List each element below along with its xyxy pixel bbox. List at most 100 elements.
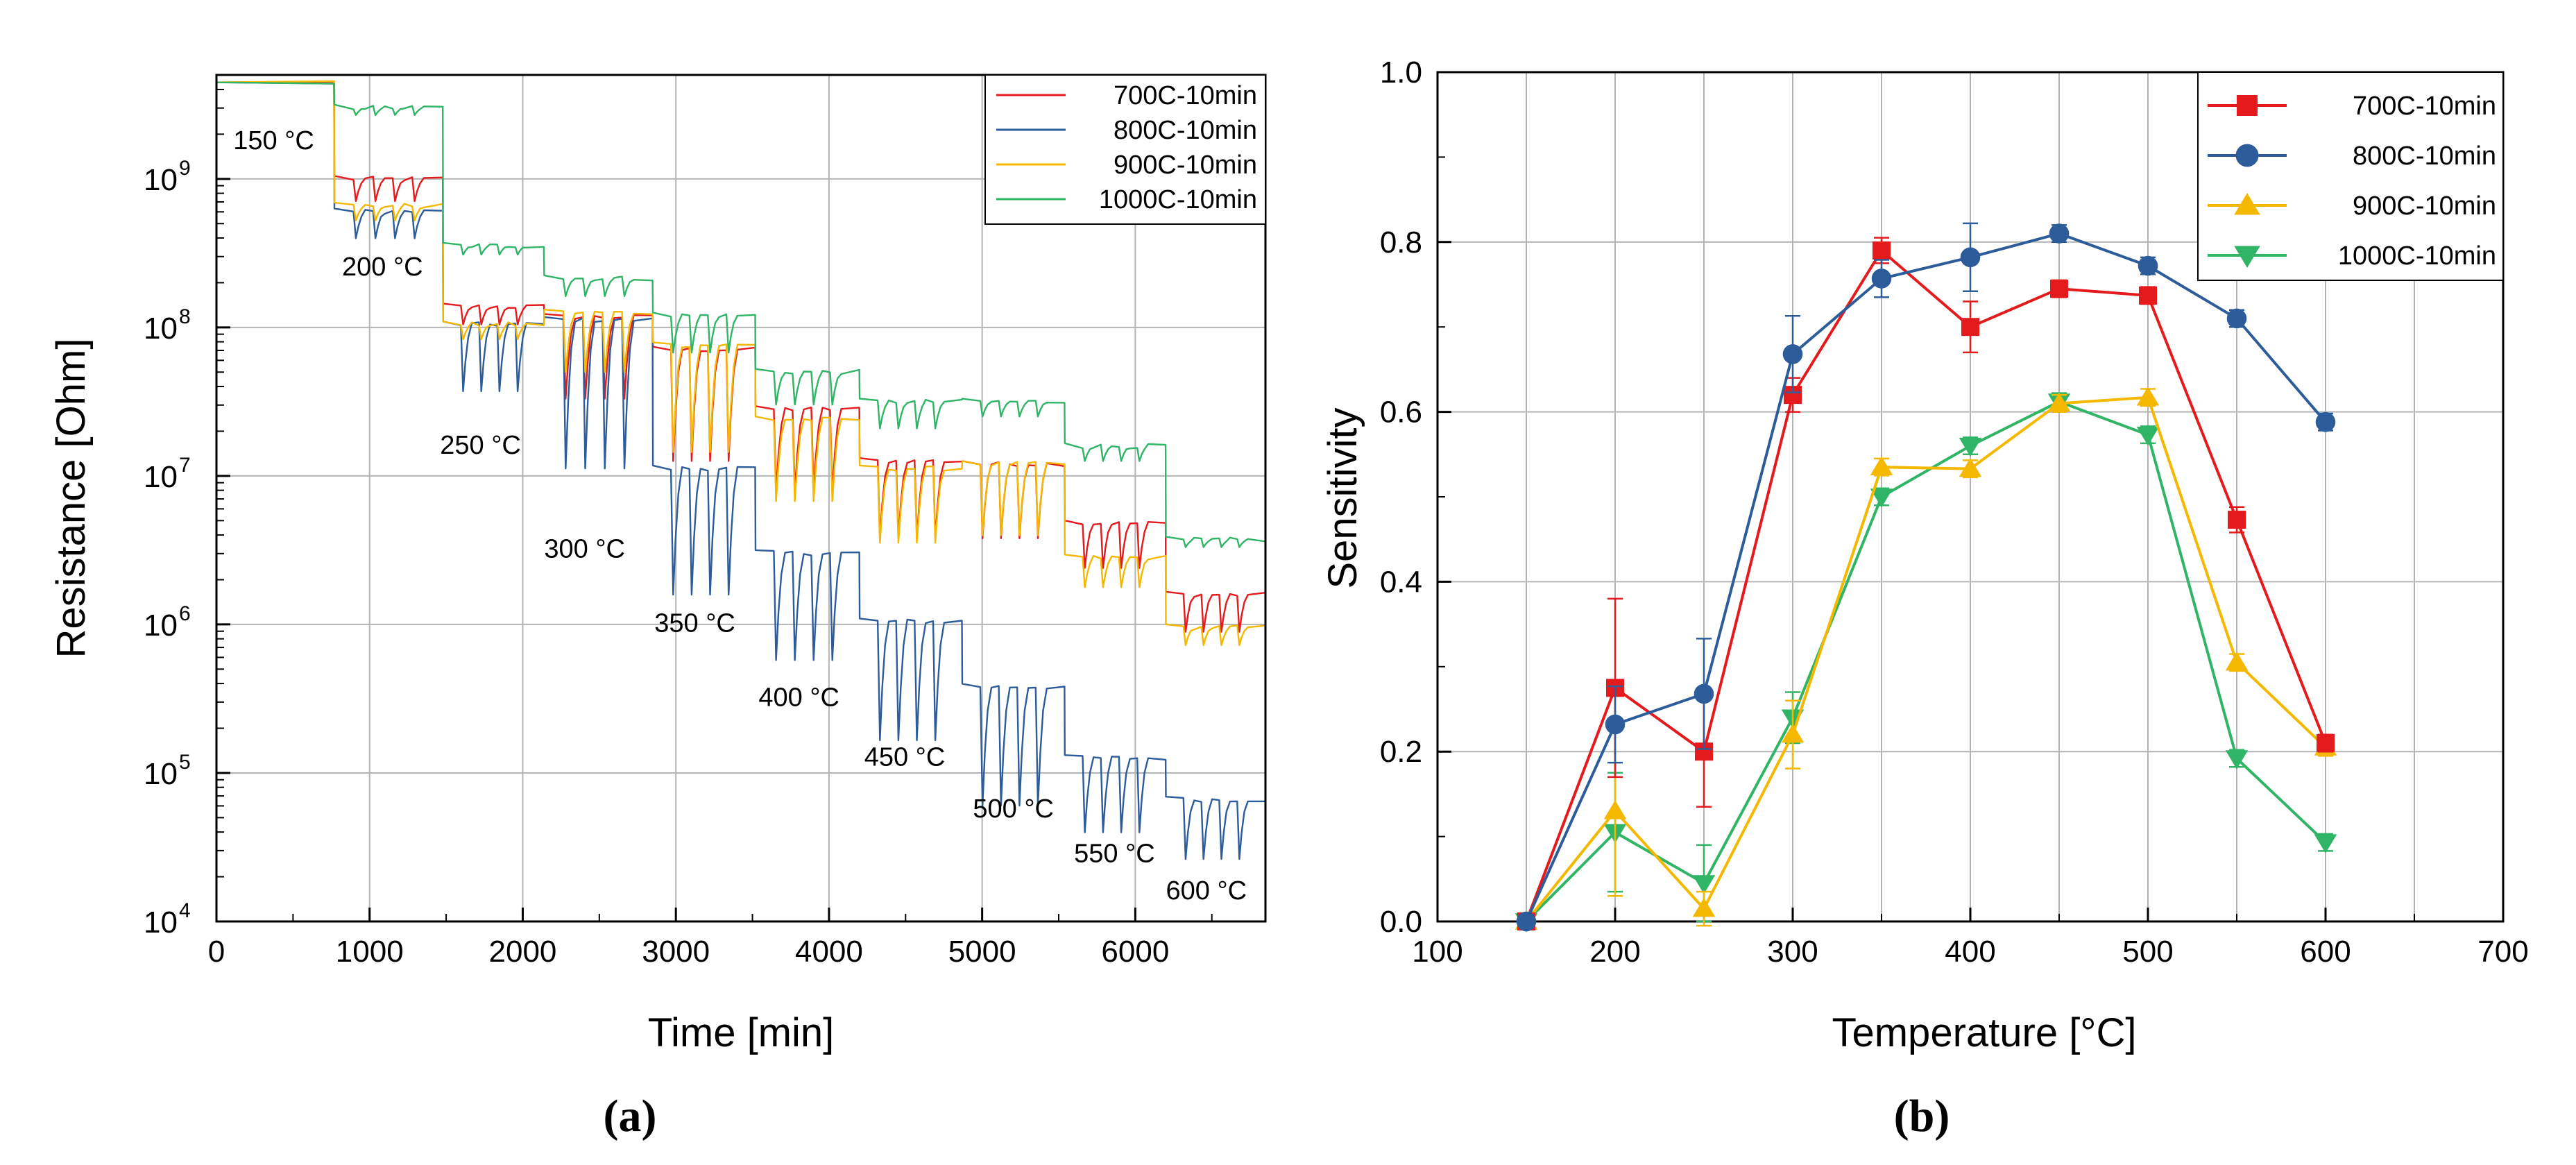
chart-b-data-point [1959, 458, 1982, 477]
chart-b-legend-label: 900C-10min [2353, 192, 2496, 221]
chart-b-legend-marker [2237, 95, 2258, 116]
chart-b-data-point [2138, 255, 2158, 276]
chart-b-series-900C-10min [1515, 386, 2337, 930]
chart-b-data-point [2225, 652, 2249, 671]
chart-a-annotation: 600 °C [1166, 876, 1247, 905]
chart-b-data-point [2049, 223, 2070, 244]
chart-b-data-point [1692, 875, 1716, 894]
chart-a-series-800C-10min [216, 81, 1265, 860]
chart-b-series-1000C-10min [1515, 392, 2337, 933]
chart-a-annotation: 450 °C [864, 742, 946, 772]
chart-a-legend-label: 800C-10min [1114, 116, 1257, 145]
chart-a-panel-label: (a) [604, 1091, 657, 1141]
chart-b-data-point [2047, 392, 2071, 412]
chart-b-x-axis-label: Temperature [°C] [1832, 1010, 2136, 1055]
chart-a-y-axis-label: Resistance [Ohm] [49, 339, 94, 658]
chart-a-legend: 700C-10min 800C-10min 900C-10min 1000C-10mi… [984, 74, 1266, 225]
chart-a-y-tick-label: 10 [144, 757, 178, 791]
chart-b-data-point [1959, 437, 1982, 457]
chart-b-series-line [1525, 400, 2327, 923]
chart-a-x-tick-label: 0 [208, 935, 225, 969]
chart-a-y-tick-label: 10 [144, 460, 178, 494]
chart-a-x-axis-label: Time [min] [648, 1010, 835, 1055]
chart-b-legend-label: 800C-10min [2353, 142, 2496, 171]
chart-b-panel-label: (b) [1894, 1091, 1950, 1141]
chart-b-data-point [1782, 344, 1803, 364]
chart-a-legend-label: 700C-10min [1114, 81, 1257, 110]
chart-b-data-point [2226, 308, 2247, 329]
chart-b-data-point [2136, 386, 2160, 406]
chart-b-legend-marker [2234, 246, 2260, 268]
chart-a-y-tick-exponent: 7 [179, 454, 191, 477]
chart-b-series-700C-10min [1517, 237, 2335, 930]
chart-a-series-900C-10min [216, 80, 1265, 647]
chart-b-y-axis-label: Sensitivity [1320, 407, 1365, 588]
chart-b-data-point [2136, 426, 2160, 446]
chart-a-series-1000C-10min [216, 81, 1265, 548]
chart-a-annotation: 300 °C [544, 535, 625, 564]
chart-a-plot-area [216, 80, 1265, 860]
chart-b-data-point [1692, 898, 1716, 917]
chart-a-y-tick-label: 10 [144, 905, 178, 939]
chart-b-y-tick-label: 0.0 [1380, 905, 1422, 939]
chart-a-x-tick-label: 4000 [795, 935, 863, 969]
chart-a-x-tick-labels: 0 1000 2000 3000 4000 5000 6000 [208, 935, 1170, 969]
chart-a-y-tick-exponent: 5 [179, 751, 191, 774]
chart-b-x-tick-labels: 100 200 300 400 500 600 700 [1412, 935, 2528, 969]
chart-b-data-point [1960, 247, 1981, 268]
chart-b-legend-label: 1000C-10min [2338, 241, 2496, 271]
chart-b-series-group [1515, 222, 2337, 933]
chart-b-data-point [1694, 683, 1714, 704]
chart-a-x-tick-label: 1000 [336, 935, 404, 969]
chart-a-annotation: 150 °C [233, 126, 314, 155]
chart-b-data-point [1961, 318, 1979, 337]
chart-b-data-point [1873, 241, 1891, 260]
chart-a-annotation: 400 °C [758, 683, 839, 713]
chart-b-data-point [2317, 733, 2335, 752]
chart-a-x-tick-label: 6000 [1101, 935, 1169, 969]
chart-a-legend-label: 900C-10min [1114, 151, 1257, 180]
chart-b-data-point [1870, 456, 1893, 475]
chart-b-data-point [2314, 834, 2337, 853]
chart-b-data-point [2228, 511, 2246, 529]
chart-b-y-tick-label: 1.0 [1380, 56, 1422, 90]
chart-a-x-tick-label: 3000 [642, 935, 710, 969]
chart-b-series-line [1525, 248, 2327, 922]
chart-b-x-tick-label: 500 [2122, 935, 2173, 969]
chart-a-y-tick-label: 10 [144, 609, 178, 643]
chart-a-annotation: 200 °C [342, 253, 423, 282]
chart-b-y-tick-labels: 0.0 0.2 0.4 0.6 0.8 1.0 [1380, 56, 1422, 939]
chart-a-annotation: 550 °C [1074, 839, 1155, 868]
chart-b-series-line [1525, 232, 2327, 922]
chart-b-data-point [1605, 714, 1626, 735]
chart-b-data-point [2139, 286, 2157, 305]
chart-b-legend: 700C-10min 800C-10min 900C-10min 1000C-10mi… [2197, 71, 2504, 281]
chart-b-legend-marker [2235, 144, 2259, 167]
chart-a-ticks [215, 74, 1213, 923]
chart-a-y-tick-exponent: 8 [179, 305, 191, 328]
chart-b-x-tick-label: 700 [2477, 935, 2528, 969]
chart-b-data-point [1870, 488, 1893, 508]
chart-a-y-tick-exponent: 9 [179, 157, 191, 180]
chart-b-x-tick-label: 600 [2300, 935, 2351, 969]
chart-b-y-tick-label: 0.2 [1380, 735, 1422, 769]
chart-a-x-tick-label: 2000 [489, 935, 557, 969]
chart-a-y-tick-label: 10 [144, 163, 178, 197]
chart-a-annotation: 250 °C [440, 431, 521, 460]
chart-a-y-tick-label: 10 [144, 312, 178, 346]
chart-b-data-point [1603, 800, 1627, 819]
chart-b-data-point [1516, 911, 1537, 932]
chart-b-y-tick-label: 0.6 [1380, 396, 1422, 430]
chart-b-y-tick-label: 0.8 [1380, 226, 1422, 260]
chart-b-y-tick-label: 0.4 [1380, 565, 1422, 599]
chart-a-x-tick-label: 5000 [948, 935, 1016, 969]
chart-a-series-700C-10min [216, 80, 1265, 633]
chart-b-data-point [2225, 750, 2249, 769]
chart-a-y-tick-exponent: 6 [179, 602, 191, 625]
chart-a-annotation: 350 °C [654, 609, 735, 638]
chart-b-x-tick-label: 400 [1945, 935, 1995, 969]
chart-b-x-tick-label: 200 [1589, 935, 1640, 969]
chart-a-annotations: 150 °C 200 °C 250 °C 300 °C 350 °C 400 °C 450 … [233, 126, 1247, 905]
